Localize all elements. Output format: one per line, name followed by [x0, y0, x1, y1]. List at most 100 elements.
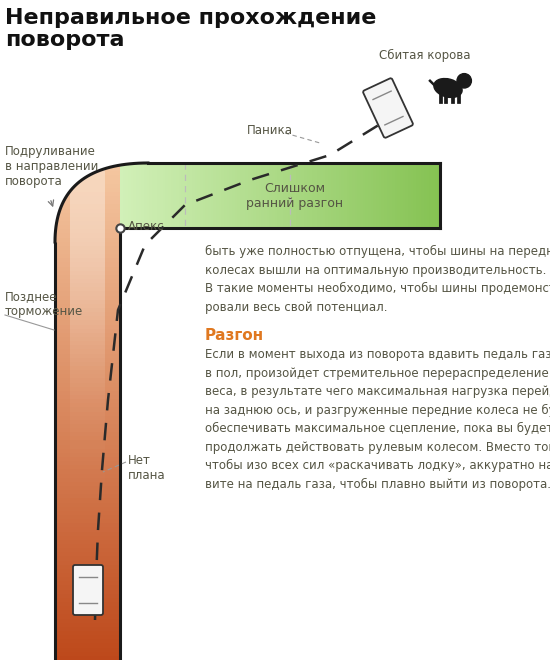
- Bar: [219, 163, 221, 228]
- Bar: [144, 163, 147, 228]
- Bar: [70, 333, 105, 337]
- Bar: [55, 656, 200, 660]
- Bar: [424, 163, 427, 228]
- Bar: [70, 585, 105, 589]
- Bar: [70, 614, 105, 618]
- Bar: [70, 258, 105, 263]
- Bar: [70, 209, 105, 213]
- Bar: [70, 618, 105, 623]
- Bar: [55, 354, 200, 358]
- Bar: [434, 163, 437, 228]
- Bar: [70, 469, 105, 474]
- Bar: [240, 163, 243, 228]
- Bar: [70, 163, 105, 167]
- Bar: [70, 403, 105, 407]
- Bar: [55, 515, 200, 519]
- Bar: [189, 163, 192, 228]
- Bar: [55, 503, 200, 507]
- Bar: [70, 432, 105, 436]
- Text: Паника: Паника: [247, 123, 293, 137]
- Bar: [200, 163, 202, 228]
- Bar: [168, 163, 170, 228]
- Bar: [55, 651, 200, 656]
- Bar: [55, 267, 200, 271]
- Bar: [358, 163, 360, 228]
- Bar: [70, 391, 105, 395]
- Bar: [70, 647, 105, 651]
- Bar: [55, 378, 200, 383]
- Bar: [55, 647, 200, 651]
- Bar: [405, 163, 408, 228]
- Bar: [55, 283, 200, 287]
- Bar: [70, 565, 105, 569]
- Bar: [197, 163, 200, 228]
- Bar: [70, 271, 105, 275]
- Bar: [290, 163, 293, 228]
- Bar: [331, 163, 333, 228]
- Bar: [157, 163, 160, 228]
- Bar: [70, 420, 105, 424]
- Bar: [70, 399, 105, 403]
- Bar: [349, 163, 352, 228]
- Bar: [70, 192, 105, 196]
- Text: Если в момент выхода из поворота вдавить педаль газа
в пол, произойдет стремител: Если в момент выхода из поворота вдавить…: [205, 348, 550, 491]
- Bar: [70, 581, 105, 585]
- Bar: [70, 478, 105, 482]
- Bar: [55, 577, 200, 581]
- Bar: [70, 188, 105, 192]
- Bar: [419, 163, 421, 228]
- Bar: [192, 163, 195, 228]
- Bar: [55, 474, 200, 478]
- Bar: [362, 163, 365, 228]
- Bar: [70, 370, 105, 374]
- Bar: [55, 391, 200, 395]
- Bar: [55, 271, 200, 275]
- Bar: [251, 163, 254, 228]
- Bar: [70, 354, 105, 358]
- Bar: [55, 383, 200, 387]
- Bar: [309, 163, 312, 228]
- Bar: [55, 635, 200, 640]
- Circle shape: [457, 74, 471, 88]
- Bar: [70, 407, 105, 411]
- Bar: [378, 163, 381, 228]
- Bar: [70, 341, 105, 345]
- Bar: [160, 163, 163, 228]
- Bar: [55, 287, 200, 292]
- Bar: [55, 519, 200, 523]
- Bar: [70, 172, 105, 176]
- Bar: [55, 250, 200, 254]
- Bar: [336, 163, 339, 228]
- Bar: [55, 188, 200, 192]
- Bar: [202, 163, 205, 228]
- Bar: [70, 494, 105, 498]
- Bar: [70, 263, 105, 267]
- Bar: [55, 494, 200, 498]
- Bar: [55, 569, 200, 573]
- Bar: [125, 163, 128, 228]
- Bar: [70, 287, 105, 292]
- Bar: [70, 457, 105, 461]
- Bar: [55, 457, 200, 461]
- Bar: [131, 163, 133, 228]
- Bar: [70, 602, 105, 606]
- Bar: [55, 461, 200, 465]
- Bar: [55, 618, 200, 623]
- Bar: [147, 163, 150, 228]
- Bar: [55, 440, 200, 445]
- Bar: [70, 577, 105, 581]
- FancyBboxPatch shape: [73, 565, 103, 615]
- Bar: [70, 345, 105, 349]
- Bar: [261, 163, 264, 228]
- Bar: [408, 163, 411, 228]
- Bar: [70, 573, 105, 577]
- Bar: [55, 387, 200, 391]
- Bar: [173, 163, 176, 228]
- Bar: [55, 498, 200, 503]
- Bar: [416, 163, 419, 228]
- Bar: [70, 507, 105, 511]
- Bar: [55, 320, 200, 325]
- Bar: [136, 163, 139, 228]
- Bar: [55, 445, 200, 449]
- Bar: [70, 225, 105, 229]
